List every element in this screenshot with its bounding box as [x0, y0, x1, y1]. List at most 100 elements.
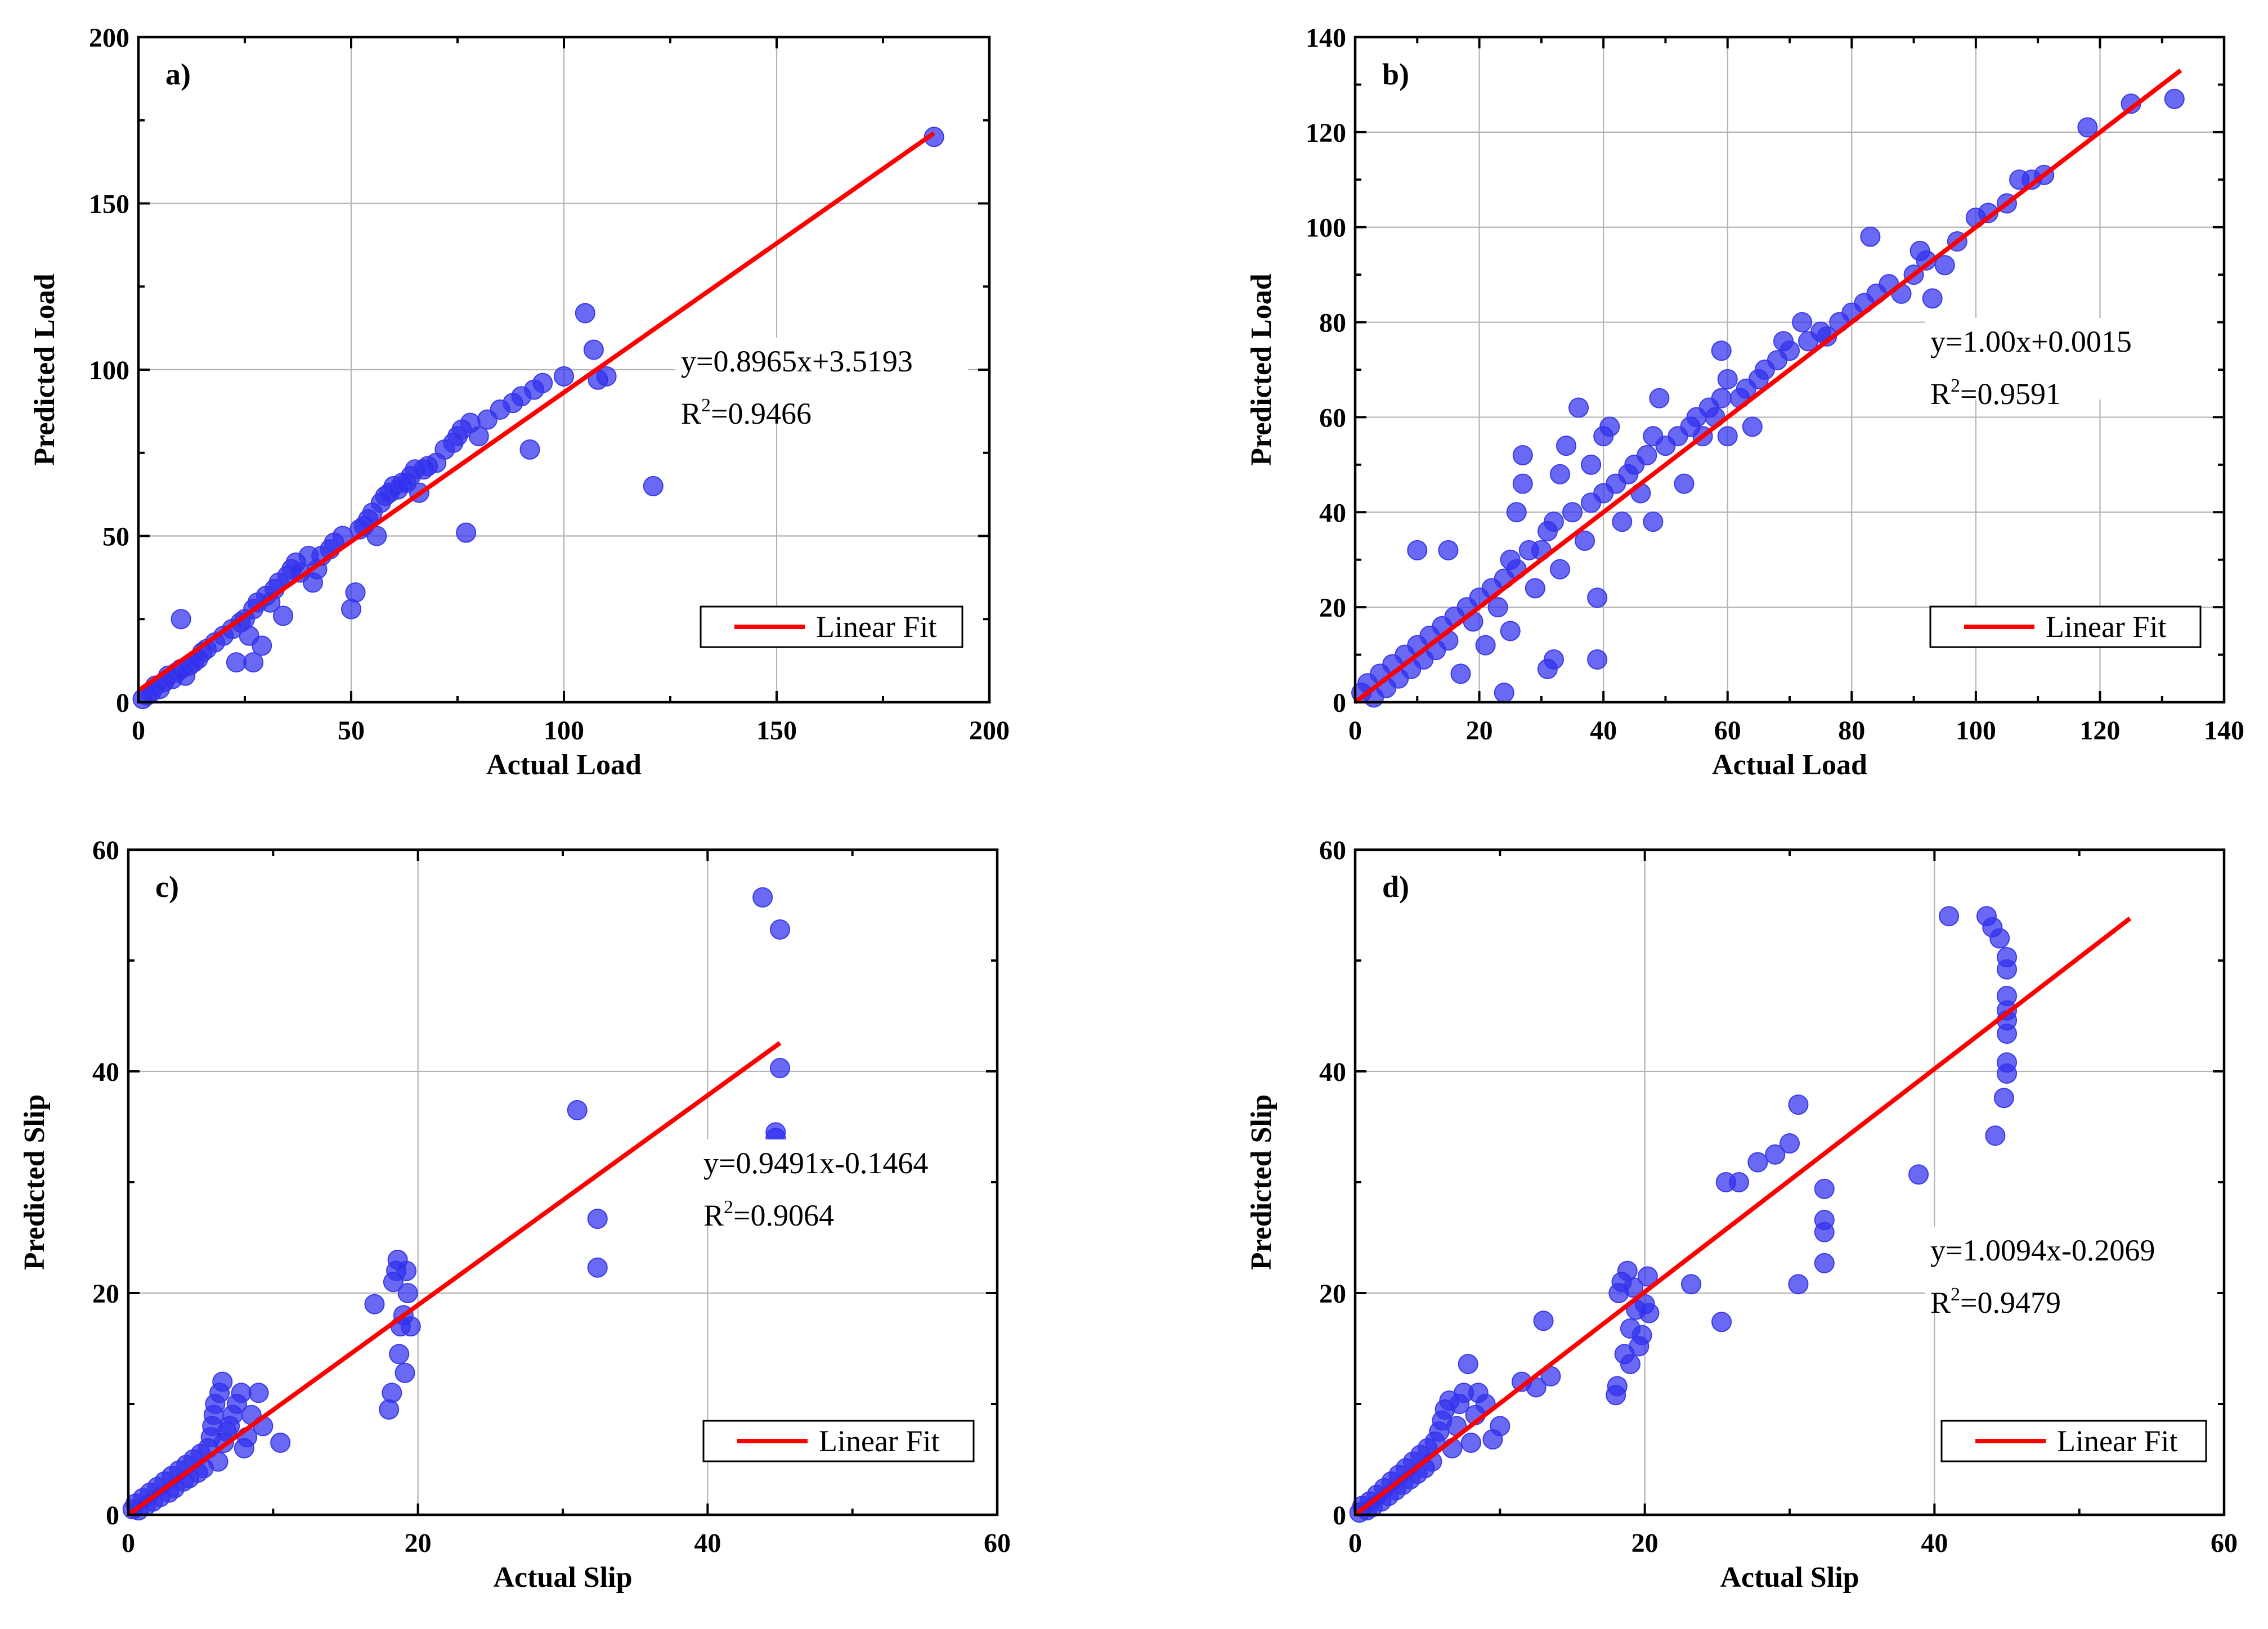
y-tick-label: 40: [1319, 498, 1346, 528]
r2-superscript: 2: [1951, 375, 1960, 396]
data-point: [575, 303, 595, 324]
data-point: [1814, 1222, 1835, 1242]
r2-value: =0.9479: [1960, 1286, 2061, 1320]
y-axis-title: Predicted Slip: [1245, 1094, 1278, 1270]
plot-frame: [127, 848, 999, 1516]
chart-panel-c: 0 20 40 60 0 20 40 60 c) Actual Slip Predicted …: [19, 836, 1011, 1594]
fit-line-group: [137, 131, 936, 693]
chart-panel-d: 0 20 40 60 0 20 40 60 d) Actual Slip Predicted …: [1245, 836, 2238, 1594]
annotation-background: [675, 338, 968, 419]
y-tick-label: 100: [1306, 213, 1346, 243]
scatter-points: [1349, 906, 2017, 1523]
data-point: [770, 919, 790, 940]
data-point: [1575, 530, 1595, 551]
data-point: [1490, 1416, 1510, 1437]
annotation-background: [1925, 1227, 2217, 1308]
data-point: [231, 1383, 252, 1403]
data-point: [770, 1058, 790, 1079]
x-tick-label: 0: [122, 1528, 135, 1558]
r-squared: R2=0.9479: [1930, 1284, 2061, 1320]
data-point: [395, 1362, 415, 1383]
data-point: [532, 373, 553, 393]
ticks: 0 20 40 60 0 20 40 60: [1319, 836, 2238, 1558]
legend-label: Linear Fit: [2057, 1424, 2177, 1458]
fit-line-group: [127, 1041, 782, 1517]
data-point: [1788, 1274, 1809, 1295]
x-tick-label: 0: [1348, 716, 1362, 746]
data-point: [1860, 226, 1881, 247]
y-tick-label: 0: [1333, 1501, 1346, 1531]
data-point: [1512, 445, 1533, 465]
data-point: [1639, 1303, 1660, 1323]
data-point: [1549, 559, 1570, 580]
panel-label: a): [165, 57, 191, 91]
data-point: [468, 426, 489, 447]
x-tick-label: 40: [1590, 716, 1617, 746]
scatter-points: [122, 887, 790, 1521]
data-point: [212, 1371, 233, 1392]
linear-fit-line: [137, 131, 936, 693]
y-tick-label: 80: [1319, 308, 1346, 338]
data-point: [1562, 502, 1583, 523]
data-point: [1512, 473, 1533, 494]
x-tick-label: 20: [405, 1528, 432, 1558]
data-point: [1487, 597, 1508, 618]
ticks: 0 20 40 60 80 100 120 140 0 20 40 60 80 100 120 140: [1306, 23, 2244, 746]
r2-value: =0.9591: [1960, 377, 2061, 411]
r2-symbol: R: [681, 397, 701, 430]
x-tick-label: 60: [984, 1528, 1011, 1558]
data-point: [1533, 1311, 1554, 1331]
data-point: [1556, 436, 1576, 456]
legend-box: [702, 1420, 975, 1462]
r2-superscript: 2: [701, 395, 711, 416]
data-point: [1458, 1354, 1478, 1375]
panel-label: c): [155, 870, 179, 904]
data-point: [252, 635, 272, 656]
x-tick-label: 0: [1348, 1528, 1362, 1558]
data-point: [587, 1209, 608, 1229]
data-point: [1792, 312, 1813, 333]
r2-symbol: R: [1930, 1286, 1951, 1320]
fit-equation: y=0.8965x+3.5193: [681, 344, 913, 378]
fit-line-group: [1353, 68, 2182, 704]
y-tick-label: 20: [1319, 1279, 1346, 1309]
fit-equation: y=1.00x+0.0015: [1930, 325, 2132, 358]
data-point: [1494, 683, 1514, 703]
linear-fit-line: [1353, 68, 2182, 704]
data-point: [379, 1399, 400, 1420]
plot-frame: [1353, 848, 2226, 1516]
x-tick-label: 120: [2079, 716, 2120, 746]
fit-equation: y=0.9491x-0.1464: [703, 1146, 928, 1180]
r-squared: R2=0.9591: [1930, 375, 2061, 411]
data-point: [1543, 511, 1564, 532]
data-point: [1568, 397, 1589, 418]
data-point: [1681, 1274, 1702, 1295]
data-point: [1728, 1172, 1749, 1192]
data-point: [924, 127, 944, 147]
data-point: [1674, 473, 1695, 494]
data-point: [1506, 502, 1527, 523]
data-point: [765, 1122, 786, 1143]
data-point: [1814, 1253, 1835, 1273]
legend-label: Linear Fit: [2046, 610, 2166, 644]
data-point: [554, 366, 574, 387]
data-point: [1908, 1164, 1929, 1185]
data-point: [1939, 906, 1960, 927]
data-point: [1747, 1152, 1768, 1173]
data-point: [1407, 540, 1428, 560]
linear-fit-line: [1353, 917, 2132, 1517]
data-point: [1620, 1354, 1641, 1375]
panel-label: b): [1382, 57, 1409, 91]
data-point: [587, 1257, 608, 1278]
ticks: 0 50 100 150 200 0 50 100 150 200: [89, 23, 1010, 746]
data-point: [1717, 426, 1738, 447]
data-point: [1607, 1376, 1628, 1397]
data-point: [389, 1344, 410, 1365]
data-point: [1525, 578, 1545, 599]
x-tick-label: 100: [544, 716, 584, 746]
plot-frame: [1353, 35, 2226, 704]
y-tick-label: 150: [89, 190, 129, 219]
data-point: [1711, 388, 1732, 409]
data-point: [1581, 454, 1602, 475]
legend-label: Linear Fit: [819, 1424, 939, 1458]
